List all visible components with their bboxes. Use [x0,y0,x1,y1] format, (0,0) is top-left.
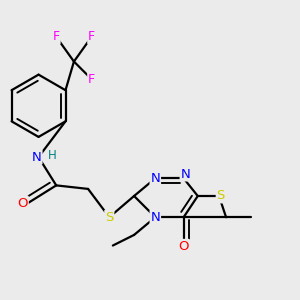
Text: N: N [150,211,160,224]
Text: N: N [181,168,190,181]
Text: N: N [150,172,160,185]
Text: F: F [88,30,95,43]
Text: O: O [178,240,189,253]
Text: H: H [48,149,57,162]
Text: N: N [32,151,42,164]
Text: S: S [217,190,225,202]
Text: F: F [88,73,95,86]
Text: S: S [105,211,113,224]
Text: F: F [53,30,60,43]
Text: O: O [17,196,28,210]
